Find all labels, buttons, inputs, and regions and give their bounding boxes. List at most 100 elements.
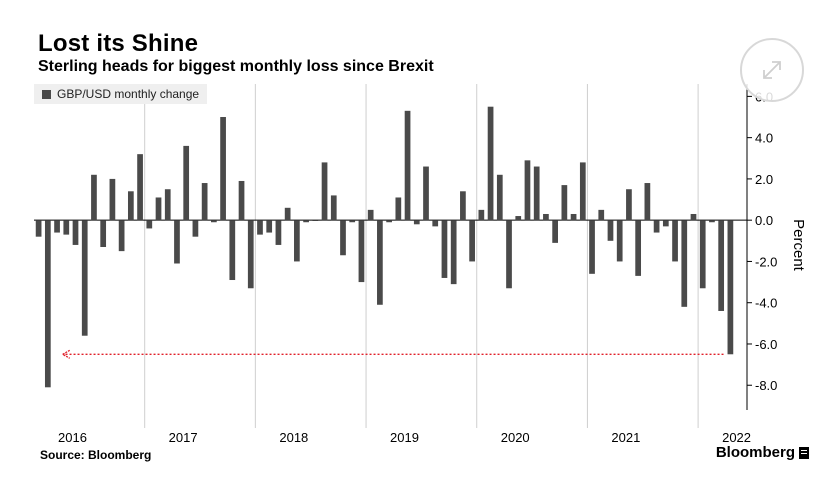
x-tick-label: 2017 <box>169 430 198 445</box>
y-tick-label: 4.0 <box>755 131 773 146</box>
bar <box>644 183 651 221</box>
bar <box>653 220 660 233</box>
bloomberg-mark-icon <box>799 446 809 459</box>
bar <box>515 216 522 221</box>
bar <box>561 185 568 221</box>
bar <box>616 220 623 262</box>
bar <box>330 195 337 221</box>
bar <box>81 220 88 336</box>
bar <box>266 220 273 233</box>
bar <box>127 191 134 221</box>
legend-label: GBP/USD monthly change <box>57 87 200 101</box>
chart-subtitle: Sterling heads for biggest monthly loss … <box>38 58 434 75</box>
bar <box>54 220 60 233</box>
bar <box>690 213 697 221</box>
bar <box>386 220 392 223</box>
bar <box>432 220 439 227</box>
bar <box>137 154 143 221</box>
y-tick-label: -8.0 <box>755 378 777 393</box>
expand-arrows-icon <box>763 61 781 79</box>
bar <box>312 220 319 221</box>
brand-text: Bloomberg <box>715 444 795 461</box>
bar <box>109 178 116 221</box>
source-note: Source: Bloomberg <box>40 448 152 462</box>
bar <box>247 220 254 289</box>
y-axis-title: Percent <box>790 219 807 272</box>
bar <box>303 220 309 223</box>
bar <box>44 220 51 388</box>
bar <box>423 166 429 221</box>
x-tick-label: 2016 <box>58 430 87 445</box>
bar <box>607 220 614 241</box>
x-tick-label: 2019 <box>390 430 419 445</box>
bar <box>478 209 485 221</box>
bar <box>441 220 448 278</box>
bar <box>681 220 688 307</box>
bar <box>183 145 190 221</box>
chart-title: Lost its Shine <box>38 30 199 57</box>
bar <box>229 220 236 281</box>
bar <box>192 220 199 237</box>
bar <box>358 220 365 283</box>
bar <box>469 220 475 262</box>
legend: GBP/USD monthly change <box>34 84 208 104</box>
bar <box>284 207 291 221</box>
bar <box>487 106 494 221</box>
bar <box>579 162 586 221</box>
bar <box>699 220 706 289</box>
bar <box>63 220 70 235</box>
bar <box>35 220 42 237</box>
bar <box>709 220 715 223</box>
bar <box>367 209 374 221</box>
bar <box>118 220 125 252</box>
bar <box>349 220 356 223</box>
y-tick-label: 0.0 <box>755 213 773 228</box>
bar <box>164 189 171 221</box>
bar <box>727 220 734 355</box>
y-tick-label: -4.0 <box>755 296 777 311</box>
y-tick-label: -2.0 <box>755 254 777 269</box>
bar <box>543 213 549 221</box>
legend-swatch <box>42 89 51 99</box>
x-tick-label: 2018 <box>279 430 308 445</box>
bar <box>146 220 153 229</box>
bar <box>404 110 411 221</box>
bar <box>533 166 540 221</box>
bar <box>174 220 180 264</box>
x-tick-label: 2021 <box>611 430 640 445</box>
bar <box>662 220 669 227</box>
bar <box>589 220 595 274</box>
bar <box>626 189 632 221</box>
y-tick-label: 2.0 <box>755 172 773 187</box>
bar <box>672 220 678 262</box>
bar <box>155 197 162 221</box>
bar <box>460 191 466 221</box>
bar <box>72 220 79 245</box>
bar <box>570 213 577 221</box>
bar <box>413 220 420 225</box>
bar <box>506 220 512 289</box>
bar <box>257 220 263 235</box>
bar <box>100 220 107 247</box>
bar <box>294 220 300 262</box>
x-tick-label: 2022 <box>722 430 751 445</box>
bar <box>395 197 402 221</box>
bar <box>201 183 208 221</box>
bar <box>275 220 282 245</box>
bar <box>91 174 97 221</box>
bar <box>496 174 503 221</box>
bar <box>211 220 217 223</box>
bar <box>340 220 346 256</box>
brand-logo: Bloomberg <box>716 444 809 461</box>
bar <box>524 160 531 221</box>
expand-button[interactable] <box>740 38 804 102</box>
y-tick-label: -6.0 <box>755 337 777 352</box>
x-tick-label: 2020 <box>501 430 530 445</box>
bar <box>238 180 245 221</box>
bar <box>552 220 558 243</box>
bar <box>718 220 725 311</box>
bar <box>598 209 605 221</box>
bar <box>220 117 226 221</box>
bar <box>377 220 383 305</box>
